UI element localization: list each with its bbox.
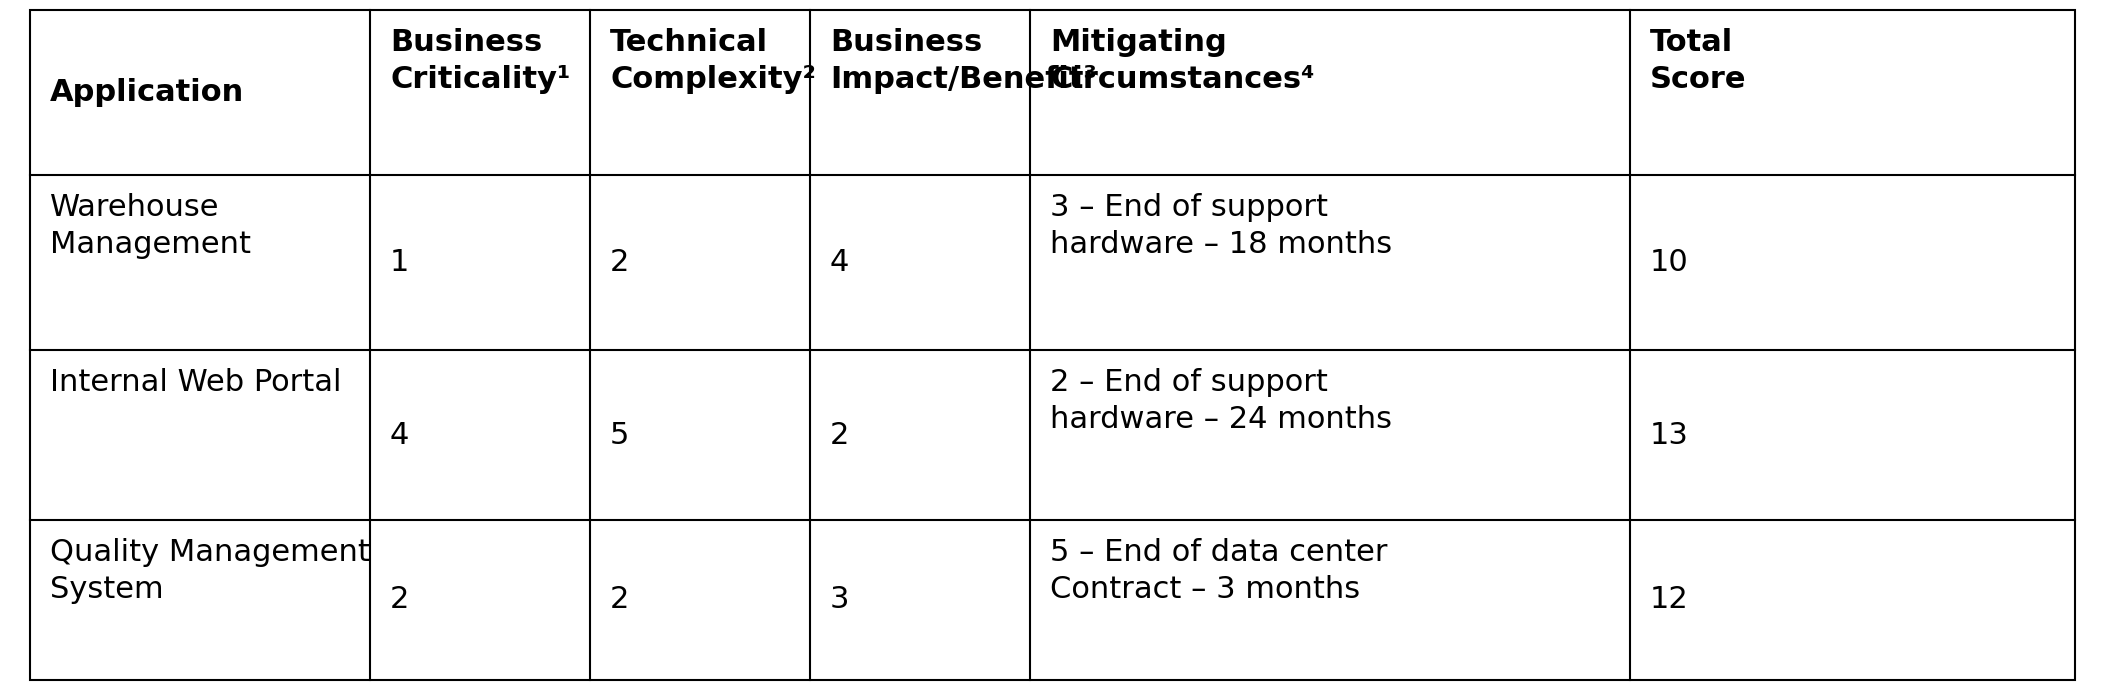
Text: 4: 4 — [390, 421, 409, 449]
Text: Business
Impact/Benefit³: Business Impact/Benefit³ — [830, 28, 1097, 94]
Text: 2: 2 — [611, 248, 630, 277]
Text: Technical
Complexity²: Technical Complexity² — [611, 28, 815, 94]
Text: Business
Criticality¹: Business Criticality¹ — [390, 28, 571, 94]
Text: Internal Web Portal: Internal Web Portal — [51, 368, 341, 397]
Text: Total
Score: Total Score — [1649, 28, 1746, 94]
Text: 12: 12 — [1649, 586, 1689, 614]
Text: 5: 5 — [611, 421, 630, 449]
Text: 2: 2 — [830, 421, 849, 449]
Text: 1: 1 — [390, 248, 409, 277]
Text: 3 – End of support
hardware – 18 months: 3 – End of support hardware – 18 months — [1051, 193, 1392, 259]
Text: Quality Management
System: Quality Management System — [51, 538, 371, 604]
Text: Application: Application — [51, 78, 244, 107]
Text: 2 – End of support
hardware – 24 months: 2 – End of support hardware – 24 months — [1051, 368, 1392, 434]
Text: 5 – End of data center
Contract – 3 months: 5 – End of data center Contract – 3 mont… — [1051, 538, 1388, 604]
Text: 13: 13 — [1649, 421, 1689, 449]
Text: 3: 3 — [830, 586, 849, 614]
Text: Mitigating
Circumstances⁴: Mitigating Circumstances⁴ — [1051, 28, 1314, 94]
Text: Warehouse
Management: Warehouse Management — [51, 193, 251, 259]
Text: 10: 10 — [1649, 248, 1689, 277]
Text: 2: 2 — [390, 586, 409, 614]
Text: 2: 2 — [611, 586, 630, 614]
Text: 4: 4 — [830, 248, 849, 277]
